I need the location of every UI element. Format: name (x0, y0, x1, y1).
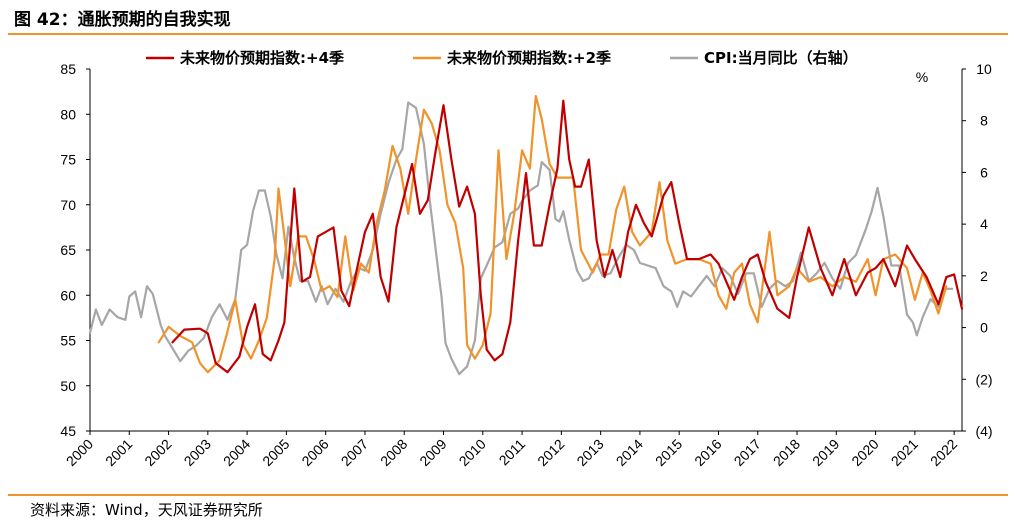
legend-label-1: 未来物价预期指数:+2季 (446, 49, 611, 67)
x-tick-label: 2001 (102, 436, 135, 469)
left-y-tick-label: 70 (60, 197, 76, 213)
x-tick-label: 2017 (731, 436, 764, 469)
left-y-tick-label: 75 (60, 152, 76, 168)
series-line-0 (171, 99, 964, 374)
source-note: 资料来源：Wind，天风证券研究所 (30, 501, 263, 519)
left-y-tick-label: 60 (60, 287, 76, 303)
series-line-1 (157, 95, 948, 374)
right-y-tick-label: (4) (975, 423, 992, 439)
right-y-tick-label: 4 (980, 216, 988, 232)
left-y-tick-label: 65 (60, 242, 76, 258)
x-tick-label: 2022 (927, 436, 960, 469)
x-tick-label: 2015 (652, 436, 685, 469)
x-tick-label: 2003 (181, 436, 214, 469)
left-y-tick-label: 80 (60, 106, 76, 122)
x-tick-label: 2009 (416, 436, 449, 469)
left-y-tick-label: 50 (60, 378, 76, 394)
legend-label-0: 未来物价预期指数:+4季 (179, 49, 344, 67)
x-tick-label: 2018 (770, 436, 803, 469)
left-y-axis: 85 80 75 70 65 60 55 50 45 (60, 61, 91, 439)
x-tick-label: 2004 (220, 436, 253, 469)
x-axis: 2000 2001 2002 2003 2004 2005 2006 2007 2008 2009… (63, 430, 962, 469)
x-tick-label: 2002 (141, 436, 174, 469)
right-y-tick-label: 2 (980, 268, 988, 284)
x-tick-label: 2012 (534, 436, 567, 469)
x-tick-label: 2016 (691, 436, 724, 469)
right-y-tick-label: 8 (980, 113, 988, 129)
right-y-tick-label: 6 (980, 164, 988, 180)
legend-label-2: CPI:当月同比（右轴） (704, 49, 858, 67)
x-tick-label: 2019 (809, 436, 842, 469)
chart-legend: 未来物价预期指数:+4季 未来物价预期指数:+2季 CPI:当月同比（右轴） (146, 49, 858, 67)
series-lines (88, 95, 964, 376)
x-tick-label: 2011 (496, 436, 529, 469)
x-tick-label: 2007 (338, 436, 371, 469)
x-tick-label: 2020 (848, 436, 881, 469)
left-y-tick-label: 85 (60, 61, 76, 77)
series-line-2 (88, 101, 954, 376)
x-tick-label: 2000 (63, 436, 96, 469)
x-tick-label: 2021 (888, 436, 921, 469)
right-y-tick-label: (2) (975, 371, 992, 387)
x-tick-label: 2006 (298, 436, 331, 469)
right-y-axis: 10 8 6 4 2 0 (2) (4) (961, 61, 993, 439)
left-y-tick-label: 55 (60, 333, 76, 349)
title-underline (8, 33, 1008, 35)
figure-title: 图 42：通胀预期的自我实现 (14, 10, 231, 30)
left-y-tick-label: 45 (60, 423, 76, 439)
x-tick-label: 2005 (259, 436, 292, 469)
source-divider (8, 494, 1008, 496)
x-tick-label: 2013 (573, 436, 606, 469)
x-tick-label: 2008 (377, 436, 410, 469)
x-tick-label: 2014 (613, 436, 646, 469)
right-y-tick-label: 0 (980, 320, 988, 336)
right-y-tick-label: 10 (976, 61, 992, 77)
x-tick-label: 2010 (456, 436, 489, 469)
right-axis-unit: % (916, 69, 928, 85)
